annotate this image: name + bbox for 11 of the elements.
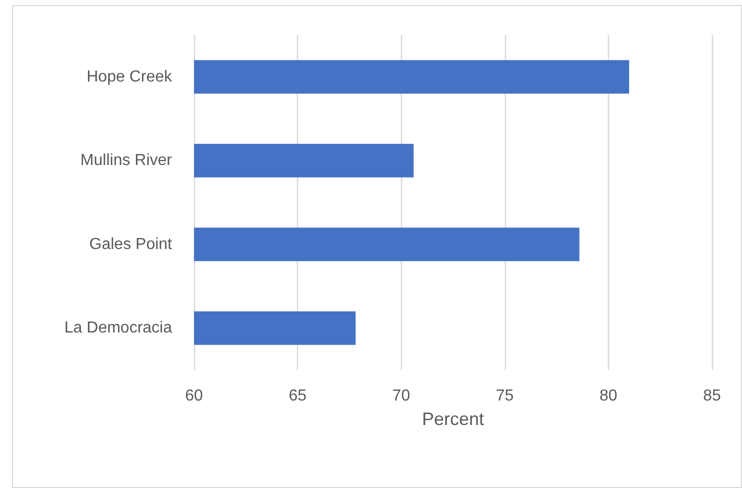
x-tick-label: 85: [703, 388, 721, 404]
y-tick-label: Mullins River: [80, 152, 173, 170]
x-tick-label: 75: [496, 388, 514, 404]
y-tick-label: Hope Creek: [86, 68, 173, 86]
x-tick-label: 60: [185, 388, 203, 404]
x-axis-title: Percent: [422, 409, 484, 429]
x-tick-label: 70: [392, 388, 410, 404]
x-tick-label: 80: [600, 388, 618, 404]
y-tick-label: Gales Point: [89, 236, 173, 253]
y-tick-label: La Democracia: [64, 320, 172, 337]
x-tick-label: 65: [288, 388, 307, 404]
